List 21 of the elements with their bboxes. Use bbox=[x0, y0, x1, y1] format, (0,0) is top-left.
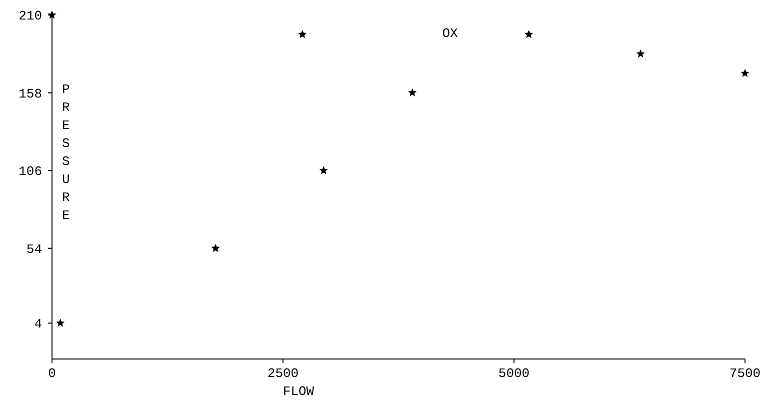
y-tick-label: 158 bbox=[18, 86, 42, 102]
x-tick-label: 5000 bbox=[498, 366, 530, 381]
annotation: OX bbox=[442, 26, 458, 41]
x-tick-label: 7500 bbox=[729, 366, 761, 381]
point bbox=[636, 49, 645, 58]
y-axis-title: PRESSURE bbox=[62, 82, 70, 223]
y-tick-label: 210 bbox=[18, 8, 42, 24]
point bbox=[211, 244, 220, 252]
point bbox=[524, 30, 534, 38]
x-tick-label: 2500 bbox=[267, 366, 299, 381]
point bbox=[740, 68, 750, 77]
point bbox=[298, 30, 307, 38]
x-tick-label: 0 bbox=[48, 366, 56, 381]
y-tick-label: 106 bbox=[18, 164, 42, 180]
y-tick-label: 54 bbox=[26, 242, 42, 257]
point bbox=[408, 88, 417, 96]
point bbox=[56, 318, 65, 327]
point bbox=[48, 10, 56, 19]
x-axis-title: FLOW bbox=[282, 384, 314, 399]
point bbox=[319, 166, 328, 174]
y-tick-label: 4 bbox=[34, 316, 42, 332]
